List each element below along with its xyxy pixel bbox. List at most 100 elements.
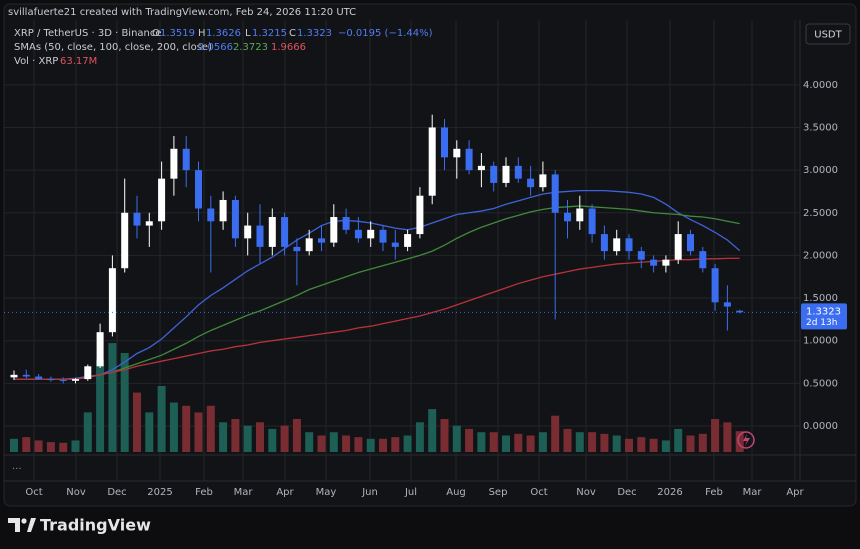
- volume-bar: [415, 422, 424, 452]
- y-tick-label: 3.5000: [803, 122, 838, 133]
- ohlc-letter: C: [289, 28, 296, 39]
- candle-body: [195, 170, 202, 209]
- x-tick-label: Nov: [576, 487, 596, 498]
- sma-line: [14, 205, 740, 380]
- candle-body: [588, 208, 596, 235]
- volume-bar: [514, 433, 523, 452]
- candle-body: [527, 178, 535, 188]
- high-value: 1.3626: [206, 28, 241, 39]
- x-tick-label: Dec: [617, 487, 636, 498]
- sma-line: [14, 257, 740, 380]
- candle-body: [625, 238, 633, 252]
- volume-bar: [698, 433, 707, 452]
- volume-bar: [735, 431, 744, 452]
- volume-bar: [379, 438, 387, 452]
- pane-menu[interactable]: ...: [12, 461, 22, 472]
- x-tick-label: May: [316, 487, 337, 498]
- y-tick-label: 4.0000: [803, 80, 838, 91]
- volume-bar: [329, 432, 338, 452]
- attribution: svillafuerte21 created with TradingView.…: [8, 7, 356, 18]
- candle-body: [219, 199, 227, 222]
- axes: 0.0000 0.5000 1.0000 1.5000 2.0000 2.5000 3.00…: [4, 80, 847, 498]
- candle-body: [416, 195, 424, 235]
- volume-bar: [280, 425, 289, 452]
- volume-bar: [723, 422, 732, 452]
- volume-value: 63.17M: [60, 56, 97, 67]
- x-tick-label: Sep: [489, 487, 508, 498]
- volume-bar: [206, 405, 215, 452]
- volume-bar: [10, 438, 18, 452]
- last-price-label: 1.3323: [806, 306, 841, 317]
- alert-bolt: [743, 434, 750, 446]
- candle-body: [330, 217, 338, 243]
- x-tick-label: Oct: [530, 487, 547, 498]
- low-value: 1.3215: [252, 28, 287, 39]
- x-tick-label: Apr: [276, 487, 294, 498]
- candle-body: [182, 148, 190, 171]
- currency-box[interactable]: [805, 23, 851, 45]
- candle-body: [723, 302, 731, 307]
- volume-title: Vol · XRP: [14, 56, 58, 67]
- volume-bar: [588, 432, 597, 452]
- candle-body: [674, 234, 682, 260]
- candle-body: [22, 374, 30, 377]
- brand: TradingView: [40, 516, 151, 535]
- candle-body: [687, 234, 694, 252]
- close-value: 1.3323: [297, 28, 332, 39]
- candle-body: [35, 376, 43, 380]
- volume-bar: [145, 412, 154, 452]
- volume-bar: [83, 412, 92, 452]
- volume-bar: [169, 402, 178, 452]
- alert-icon[interactable]: [737, 431, 755, 449]
- sma-value: 1.9666: [271, 42, 306, 53]
- last-price-box: [801, 303, 847, 330]
- volume-bar: [342, 435, 351, 452]
- volume-bar: [96, 359, 105, 452]
- volume-bar: [59, 442, 68, 452]
- x-tick-label: Aug: [446, 487, 466, 498]
- candle-body: [441, 127, 448, 158]
- brand-logo: [8, 518, 36, 532]
- candle-body: [404, 234, 412, 247]
- x-tick-label: Mar: [234, 487, 254, 498]
- candle-body: [305, 238, 313, 252]
- volume-bar: [452, 425, 461, 452]
- y-tick-label: 2.0000: [803, 250, 838, 261]
- candle-body: [268, 217, 276, 247]
- sma-value: 2.0566: [198, 42, 233, 53]
- candle-body: [158, 178, 166, 222]
- x-tick-label: Feb: [705, 487, 723, 498]
- volume-bar: [133, 392, 141, 452]
- volume-bar: [465, 428, 474, 452]
- x-tick-label: Oct: [25, 487, 42, 498]
- sma-line: [14, 189, 741, 380]
- volume-bar: [22, 437, 31, 452]
- candle-body: [231, 199, 239, 239]
- x-tick-label: Mar: [743, 487, 763, 498]
- candle-body: [145, 221, 153, 226]
- volume-bar: [46, 442, 55, 452]
- candle-body: [170, 148, 178, 179]
- y-tick-label: 3.0000: [803, 165, 838, 176]
- volume-bar: [661, 440, 670, 452]
- countdown-label: 2d 13h: [806, 318, 837, 328]
- currency[interactable]: USDT: [814, 30, 842, 41]
- y-tick-label: 1.0000: [803, 336, 838, 347]
- candle-body: [699, 251, 707, 269]
- volume-bar: [354, 437, 363, 452]
- volume-bar: [526, 435, 535, 452]
- candle-body: [391, 242, 399, 247]
- x-tick-label: Feb: [195, 487, 213, 498]
- volume-bar: [489, 432, 498, 452]
- candle-body: [600, 234, 608, 252]
- ohlc-letter: L: [245, 28, 251, 39]
- volume-bar: [711, 419, 720, 452]
- candle-body: [367, 229, 375, 239]
- volume-bar: [317, 435, 326, 452]
- y-tick-label: 0.0000: [803, 421, 838, 432]
- candle-body: [121, 212, 129, 269]
- candle-body: [133, 212, 141, 226]
- volume-bar: [108, 343, 117, 452]
- y-tick-label: 0.5000: [803, 378, 838, 389]
